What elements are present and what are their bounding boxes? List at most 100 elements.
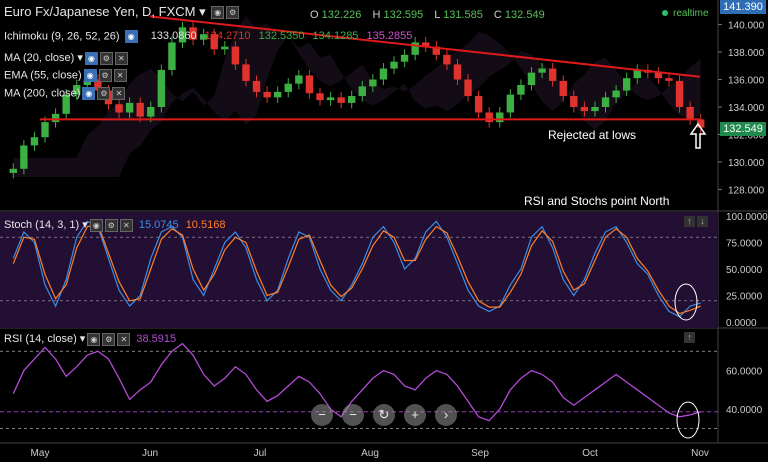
candle-body	[51, 113, 60, 123]
ichimoku-span-a: 134.1285	[312, 30, 359, 43]
x-tick-label: Nov	[691, 448, 709, 459]
y-tick-label: 136.000	[728, 76, 765, 87]
candle-body	[443, 54, 451, 65]
chevron-down-icon[interactable]: ▾	[199, 4, 206, 19]
zoom-minus-icon[interactable]: −	[342, 404, 364, 426]
candle-body	[622, 78, 631, 91]
close-icon: ✕	[112, 87, 126, 100]
ohlc-readout: O 132.226 H 132.595 L 131.585 C 132.549	[310, 9, 545, 21]
candle-body	[242, 64, 250, 81]
rsi-tick-label: 40.0000	[726, 405, 763, 416]
ma200-legend[interactable]: MA (200, close) ◉ ⚙ ✕	[4, 87, 126, 100]
candle-body	[115, 104, 123, 113]
stoch-pane-controls[interactable]: ↑ ↓	[682, 216, 708, 227]
realtime-indicator: realtime	[662, 8, 709, 19]
candle-body	[686, 107, 694, 120]
candle-body	[305, 75, 314, 94]
candle-body	[633, 69, 641, 79]
candle-body	[496, 112, 504, 123]
candle-body	[517, 85, 525, 95]
x-tick-label: Oct	[582, 448, 598, 459]
rsi-legend[interactable]: RSI (14, close) ▾ ◉ ⚙ ✕ 38.5915	[4, 332, 177, 346]
stoch-tick-label: 0.0000	[726, 318, 757, 329]
settings-icon: ⚙	[97, 87, 111, 100]
chart-title-bar[interactable]: Euro Fx/Japanese Yen, D, FXCM ▾ ◉ ⚙	[4, 4, 240, 20]
candle-body	[432, 46, 441, 55]
zoom-in-icon[interactable]: +	[404, 404, 426, 426]
eye-icon: ◉	[84, 51, 98, 65]
candle-body	[189, 27, 197, 40]
candle-body	[453, 64, 462, 80]
stoch-tick-label: 75.0000	[726, 239, 763, 250]
annotation-rejected: Rejected at lows	[548, 128, 637, 142]
highlight-circle	[676, 401, 700, 439]
candle-body	[591, 107, 599, 112]
settings-icon[interactable]: ⚙	[226, 6, 240, 20]
candle-body	[348, 96, 356, 103]
stoch-d-value: 10.5168	[185, 219, 226, 231]
eye-icon: ◉	[83, 69, 97, 82]
stoch-tick-label: 100.0000	[726, 212, 768, 223]
rsi-series	[12, 342, 701, 422]
y-tick-label: 130.000	[728, 158, 765, 169]
candle-body	[485, 112, 493, 123]
rsi-tick-label: 60.0000	[726, 367, 763, 378]
settings-icon: ⚙	[102, 332, 116, 346]
candle-body	[284, 83, 292, 92]
x-tick-label: Sep	[471, 448, 489, 459]
ema55-legend[interactable]: EMA (55, close) ◉ ⚙ ✕	[4, 69, 127, 82]
candle-body	[136, 102, 144, 117]
ichimoku-span-b: 135.2855	[366, 30, 413, 43]
close-icon: ✕	[114, 51, 128, 65]
rsi-pane-controls[interactable]: ↑	[682, 332, 695, 343]
candle-body	[178, 27, 187, 43]
candle-body	[559, 80, 567, 97]
candle-body	[295, 75, 303, 84]
close-icon: ✕	[119, 218, 133, 232]
candle-body	[527, 72, 536, 86]
y-tick-label: 140.000	[728, 21, 765, 32]
arrow-down-icon: ↓	[697, 216, 708, 227]
eye-icon: ◉	[89, 218, 103, 232]
candle-body	[326, 97, 335, 101]
x-tick-label: Jun	[142, 448, 158, 459]
candle-body	[157, 69, 166, 107]
stoch-series-1	[12, 223, 701, 315]
annotation-rsi-stoch: RSI and Stochs point North	[524, 194, 670, 208]
candle-body	[379, 68, 388, 80]
candle-body	[263, 91, 271, 98]
eye-icon[interactable]: ◉	[211, 6, 225, 20]
candle-body	[601, 97, 610, 107]
candle-body	[168, 42, 176, 70]
candle-body	[400, 54, 409, 62]
candle-body	[252, 80, 261, 92]
y-tick-label: 134.000	[728, 103, 765, 114]
candle-body	[390, 61, 398, 69]
scroll-right-icon[interactable]: ›	[435, 404, 457, 426]
arrow-up-annotation	[689, 122, 707, 149]
eye-icon: ◉	[82, 87, 96, 100]
candle-body	[41, 122, 49, 138]
settings-icon: ⚙	[104, 218, 118, 232]
candle-body	[231, 46, 240, 65]
stoch-k-value: 15.0745	[138, 219, 179, 231]
ichimoku-legend[interactable]: Ichimoku (9, 26, 52, 26) ◉ 133.0860 134.…	[4, 30, 412, 43]
candle-body	[83, 79, 92, 86]
candle-body	[316, 93, 324, 101]
stoch-legend[interactable]: Stoch (14, 3, 1) ▾ ◉ ⚙ ✕ 15.0745 10.5168	[4, 218, 226, 232]
candle-body	[675, 80, 684, 107]
candle-body	[62, 94, 70, 114]
candle-body	[654, 72, 663, 79]
close-icon: ✕	[113, 69, 127, 82]
candle-body	[358, 86, 366, 97]
trend-line	[149, 15, 701, 78]
eye-icon[interactable]: ◉	[124, 30, 138, 43]
zoom-out-icon[interactable]: −	[311, 404, 333, 426]
x-tick-label: Jul	[254, 448, 267, 459]
candle-body	[273, 91, 282, 98]
ichimoku-kijun: 134.2710	[204, 30, 251, 43]
reset-icon[interactable]: ↻	[373, 404, 395, 426]
candle-body	[506, 94, 515, 113]
ma20-legend[interactable]: MA (20, close) ▾ ◉ ⚙ ✕	[4, 51, 128, 65]
